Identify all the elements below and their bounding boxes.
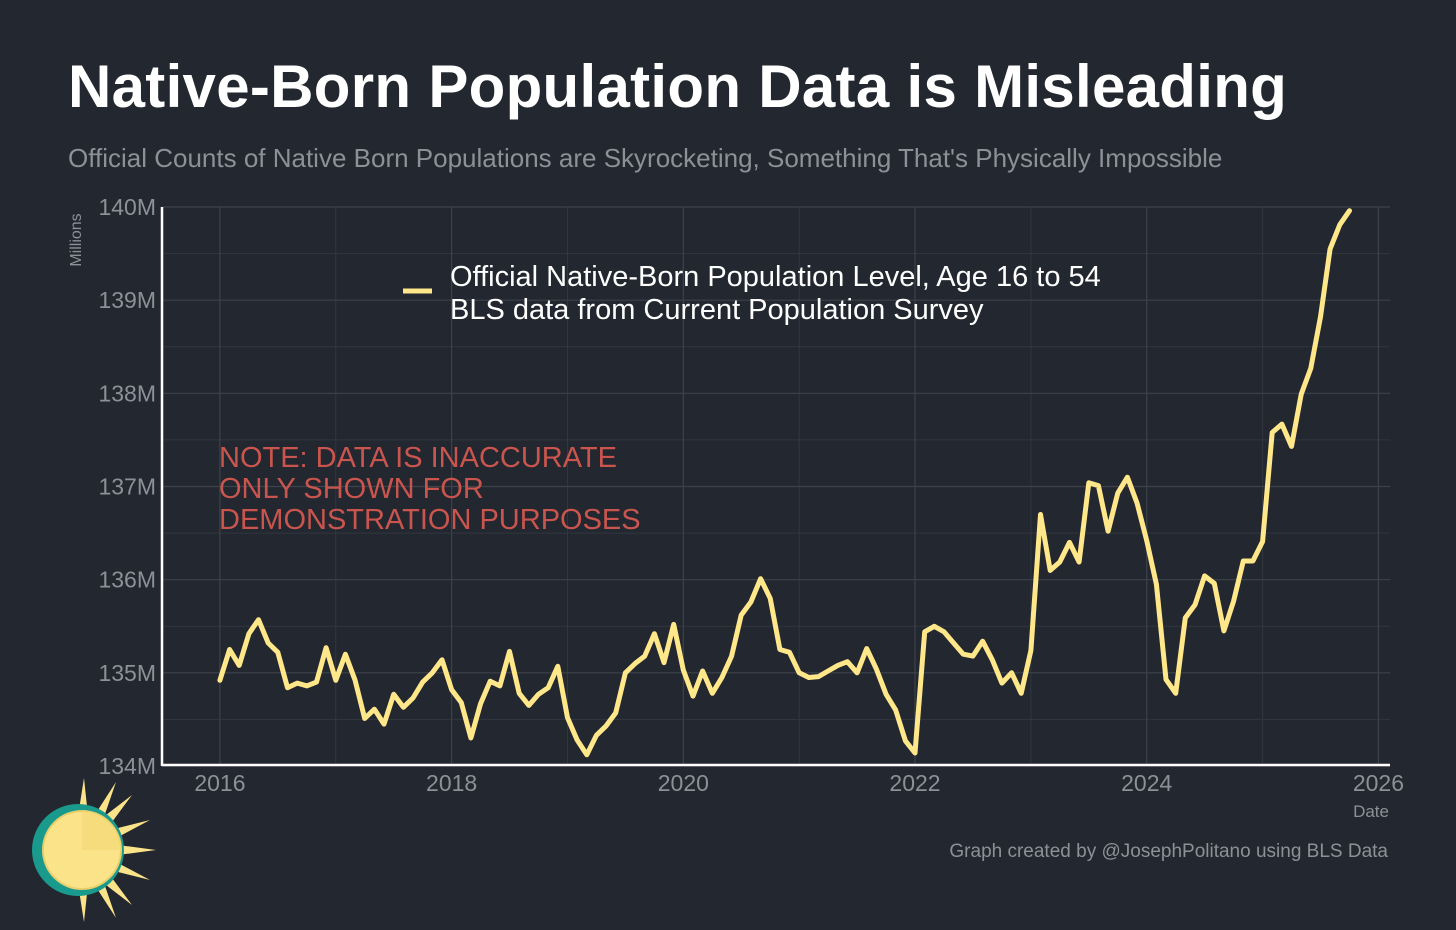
x-tick-label: 2018 [426,770,477,796]
sun-logo-icon [32,778,156,922]
page-title: Native-Born Population Data is Misleadin… [68,53,1288,120]
y-tick-labels: 134M 135M 136M 137M 138M 139M 140M [98,194,156,779]
axes [160,207,1390,767]
y-tick-label: 135M [98,660,156,686]
note-line-3: DEMONSTRATION PURPOSES [219,504,641,536]
y-tick-label: 137M [98,474,156,500]
x-tick-label: 2024 [1121,770,1172,796]
x-axis-label: Date [1353,802,1389,821]
y-tick-label: 134M [98,753,156,779]
x-tick-label: 2022 [889,770,940,796]
y-tick-label: 138M [98,380,156,406]
legend: Official Native-Born Population Level, A… [403,261,1101,326]
x-tick-label: 2016 [194,770,245,796]
y-tick-label: 139M [98,287,156,313]
legend-entry-series: Official Native-Born Population Level, A… [450,261,1101,293]
y-tick-label: 140M [98,194,156,220]
legend-entry-source: BLS data from Current Population Survey [450,294,984,326]
x-tick-label: 2020 [658,770,709,796]
x-tick-labels: 2016 2018 2020 2022 2024 2026 [194,770,1404,796]
note-line-1: NOTE: DATA IS INACCURATE [219,442,617,474]
page-subtitle: Official Counts of Native Born Populatio… [68,143,1223,173]
source-credit: Graph created by @JosephPolitano using B… [949,841,1388,862]
sun-highlight [82,811,121,850]
y-axis-label: Millions [68,213,85,266]
series-line-native-born-population [217,208,1352,758]
y-tick-label: 136M [98,567,156,593]
inaccuracy-note: NOTE: DATA IS INACCURATE ONLY SHOWN FOR … [219,442,641,536]
note-line-2: ONLY SHOWN FOR [219,473,484,505]
x-tick-label: 2026 [1353,770,1404,796]
